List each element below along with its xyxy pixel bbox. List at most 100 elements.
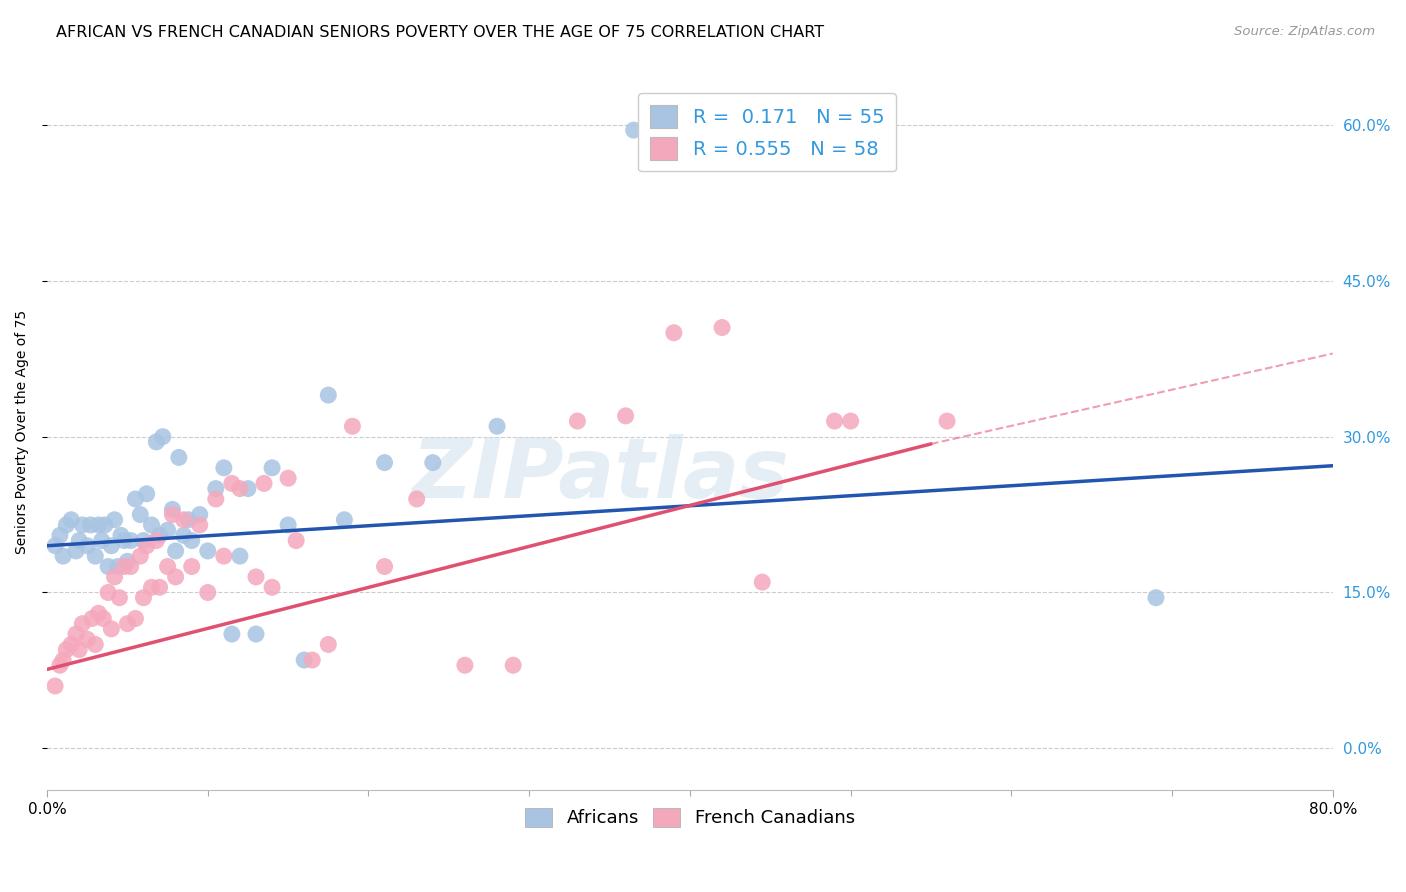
- Point: [55, 518, 77, 533]
- Point: [197, 544, 219, 558]
- Point: [156, 559, 179, 574]
- Point: [52, 653, 75, 667]
- Point: [79, 518, 101, 533]
- Point: [188, 518, 211, 533]
- Point: [567, 414, 589, 428]
- Point: [110, 528, 132, 542]
- Point: [120, 559, 142, 574]
- Point: [148, 528, 170, 542]
- Point: [197, 585, 219, 599]
- Point: [129, 549, 152, 563]
- Point: [180, 533, 202, 548]
- Point: [87, 607, 110, 621]
- Point: [103, 513, 125, 527]
- Point: [165, 544, 187, 558]
- Point: [486, 419, 509, 434]
- Point: [165, 570, 187, 584]
- Point: [221, 476, 243, 491]
- Point: [44, 539, 66, 553]
- Point: [204, 482, 226, 496]
- Point: [405, 491, 427, 506]
- Point: [49, 658, 72, 673]
- Text: Source: ZipAtlas.com: Source: ZipAtlas.com: [1234, 25, 1375, 38]
- Point: [177, 513, 200, 527]
- Point: [318, 388, 340, 402]
- Point: [167, 450, 190, 465]
- Point: [711, 320, 734, 334]
- Point: [221, 627, 243, 641]
- Point: [52, 549, 75, 563]
- Point: [301, 653, 323, 667]
- Point: [103, 570, 125, 584]
- Point: [318, 637, 340, 651]
- Point: [141, 518, 163, 533]
- Point: [100, 539, 122, 553]
- Point: [120, 533, 142, 548]
- Legend: Africans, French Canadians: Africans, French Canadians: [517, 800, 862, 835]
- Point: [132, 533, 155, 548]
- Point: [374, 559, 396, 574]
- Point: [422, 456, 444, 470]
- Point: [374, 456, 396, 470]
- Point: [662, 326, 685, 340]
- Point: [60, 513, 83, 527]
- Point: [84, 549, 107, 563]
- Point: [229, 482, 252, 496]
- Point: [44, 679, 66, 693]
- Point: [285, 533, 308, 548]
- Point: [112, 533, 135, 548]
- Point: [117, 616, 139, 631]
- Point: [60, 637, 83, 651]
- Point: [260, 580, 283, 594]
- Point: [212, 460, 235, 475]
- Point: [94, 518, 117, 533]
- Point: [333, 513, 356, 527]
- Point: [112, 559, 135, 574]
- Point: [173, 528, 195, 542]
- Point: [162, 502, 184, 516]
- Point: [100, 622, 122, 636]
- Point: [751, 575, 773, 590]
- Point: [623, 123, 645, 137]
- Point: [55, 642, 77, 657]
- Point: [253, 476, 276, 491]
- Point: [124, 491, 146, 506]
- Point: [65, 627, 87, 641]
- Point: [212, 549, 235, 563]
- Point: [145, 434, 167, 449]
- Point: [132, 591, 155, 605]
- Point: [135, 539, 157, 553]
- Point: [614, 409, 637, 423]
- Point: [245, 627, 267, 641]
- Point: [67, 533, 90, 548]
- Point: [245, 570, 267, 584]
- Point: [188, 508, 211, 522]
- Point: [180, 559, 202, 574]
- Point: [1144, 591, 1167, 605]
- Point: [502, 658, 524, 673]
- Point: [72, 616, 94, 631]
- Point: [124, 611, 146, 625]
- Point: [90, 533, 112, 548]
- Text: AFRICAN VS FRENCH CANADIAN SENIORS POVERTY OVER THE AGE OF 75 CORRELATION CHART: AFRICAN VS FRENCH CANADIAN SENIORS POVER…: [56, 25, 824, 40]
- Point: [76, 539, 98, 553]
- Point: [72, 518, 94, 533]
- Point: [342, 419, 364, 434]
- Point: [65, 544, 87, 558]
- Point: [97, 559, 120, 574]
- Point: [117, 554, 139, 568]
- Point: [204, 491, 226, 506]
- Point: [135, 487, 157, 501]
- Point: [156, 523, 179, 537]
- Point: [229, 549, 252, 563]
- Point: [108, 591, 131, 605]
- Point: [80, 611, 103, 625]
- Point: [839, 414, 862, 428]
- Point: [76, 632, 98, 647]
- Point: [152, 430, 174, 444]
- Point: [97, 585, 120, 599]
- Point: [277, 471, 299, 485]
- Point: [141, 580, 163, 594]
- Point: [49, 528, 72, 542]
- Point: [84, 637, 107, 651]
